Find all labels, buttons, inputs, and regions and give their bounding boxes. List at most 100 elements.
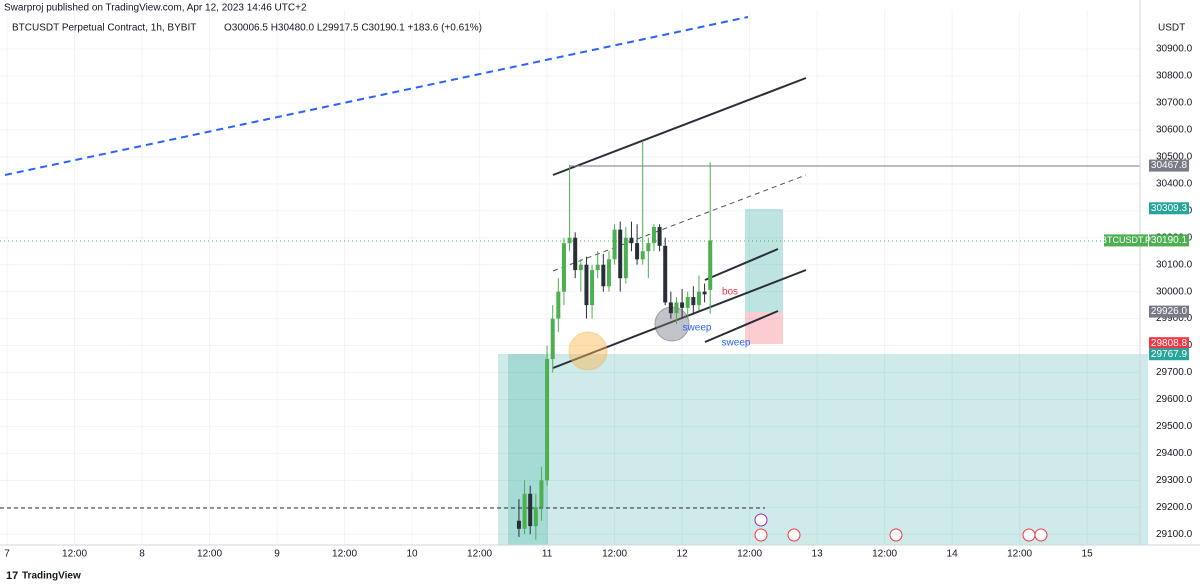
x-tick-label: 12:00: [332, 549, 357, 560]
x-tick-label: 12:00: [872, 549, 897, 560]
y-tick-label: 30700.0: [1156, 98, 1193, 109]
x-tick-label: 13: [812, 549, 824, 560]
candle-body: [516, 520, 521, 529]
candle-body: [584, 264, 589, 306]
flag-bottom: [704, 310, 779, 343]
y-tick-label: 29100.0: [1156, 529, 1193, 540]
candle-body: [696, 291, 701, 306]
price-tag-label: 29808.8: [1151, 338, 1188, 349]
candle-body: [567, 237, 572, 244]
candle-body: [539, 480, 544, 508]
symbol-tag-label: BTCUSDT.P: [1101, 235, 1151, 245]
candle-body: [691, 297, 696, 306]
price-tag: [1149, 202, 1189, 215]
price-tag-label: 29767.9: [1151, 349, 1188, 360]
price-tag-label: 30190.1: [1151, 235, 1188, 246]
event-icon: [754, 513, 768, 527]
publisher: Swarproj published on TradingView.com, A…: [4, 3, 307, 14]
y-tick-label: 29300.0: [1156, 475, 1193, 486]
candle-body: [601, 264, 606, 287]
ohlc-summary: O30006.5 H30480.0 L29917.5 C30190.1 +183…: [224, 23, 482, 34]
candle-body: [646, 243, 651, 252]
candle-body: [629, 237, 634, 244]
x-tick-label: 9: [274, 549, 280, 560]
candle-body: [545, 359, 550, 481]
y-tick-label: 29400.0: [1156, 448, 1193, 459]
candle-body: [680, 302, 685, 308]
x-tick-label: 12:00: [467, 549, 492, 560]
x-tick-label: 8: [139, 549, 145, 560]
price-tag-label: 30467.8: [1151, 160, 1188, 171]
y-tick-label: 30500.0: [1156, 152, 1193, 163]
annotation: sweep: [722, 338, 751, 349]
zone-origin: [508, 354, 548, 545]
y-tick-label: 30800.0: [1156, 71, 1193, 82]
channel-bottom: [552, 269, 807, 369]
y-tick-label: 30000.0: [1156, 286, 1193, 297]
candle-body: [635, 243, 640, 260]
y-tick-label: 30600.0: [1156, 125, 1193, 136]
candle-body: [668, 302, 673, 314]
event-icon: [787, 528, 801, 542]
y-tick-label: 29200.0: [1156, 502, 1193, 513]
demand-zone: [498, 354, 1148, 545]
x-tick-label: 12: [677, 549, 689, 560]
channel-mid: [552, 174, 807, 272]
price-tag: [1149, 337, 1189, 350]
channel-top: [552, 77, 807, 176]
event-icon: [754, 528, 768, 542]
candle-body: [657, 226, 662, 246]
x-tick-label: 12:00: [197, 549, 222, 560]
y-tick-label: 29500.0: [1156, 421, 1193, 432]
x-tick-label: 10: [407, 549, 419, 560]
symbol-tag: [1104, 234, 1148, 247]
candle-body: [612, 229, 617, 260]
candle-body: [556, 291, 561, 319]
brand-logo: 17: [6, 570, 18, 582]
candle-body: [522, 493, 527, 529]
unit: USDT: [1158, 23, 1185, 34]
candle-body: [528, 493, 533, 527]
y-tick-label: 29700.0: [1156, 367, 1193, 378]
y-tick-label: 30100.0: [1156, 259, 1193, 270]
candle-body: [623, 237, 628, 279]
candle-body: [578, 264, 583, 271]
candle-body: [685, 297, 690, 308]
candle-body: [618, 229, 623, 279]
candle-body: [674, 302, 679, 314]
annotation: bos: [722, 287, 738, 298]
x-tick-label: 14: [947, 549, 959, 560]
price-tag: [1149, 305, 1189, 318]
x-tick-label: 12:00: [737, 549, 762, 560]
flag-top: [704, 248, 779, 281]
axes: 29100.0 29200.0 29300.0 29400.0 29500.0 29600…: [4, 44, 1192, 560]
x-tick-label: 12:00: [62, 549, 87, 560]
candle-body: [606, 259, 611, 287]
chart-title: BTCUSDT Perpetual Contract, 1h, BYBIT: [12, 23, 196, 34]
event-icon: [889, 528, 903, 542]
candle-body: [663, 245, 668, 303]
candle-body: [595, 264, 600, 271]
candle-body: [640, 251, 645, 260]
price-tag: [1149, 159, 1189, 172]
y-tick-label: 30400.0: [1156, 178, 1193, 189]
price-tag: [1149, 234, 1189, 247]
x-tick-label: 15: [1082, 549, 1094, 560]
candle-body: [533, 507, 538, 527]
price-tag: [1149, 348, 1189, 361]
candle-body: [702, 291, 707, 295]
x-tick-label: 11: [542, 549, 553, 560]
candle-body: [651, 226, 656, 244]
y-tick-label: 29900.0: [1156, 313, 1193, 324]
price-tag-label: 29926.0: [1151, 306, 1188, 317]
brand: TradingView: [22, 571, 81, 582]
y-tick-label: 29600.0: [1156, 394, 1193, 405]
x-tick-label: 12:00: [1007, 549, 1032, 560]
x-tick-label: 12:00: [602, 549, 627, 560]
annotation: sweep: [683, 323, 712, 334]
candle-body: [550, 318, 555, 360]
candle-body: [561, 243, 566, 292]
candles: [516, 140, 713, 540]
